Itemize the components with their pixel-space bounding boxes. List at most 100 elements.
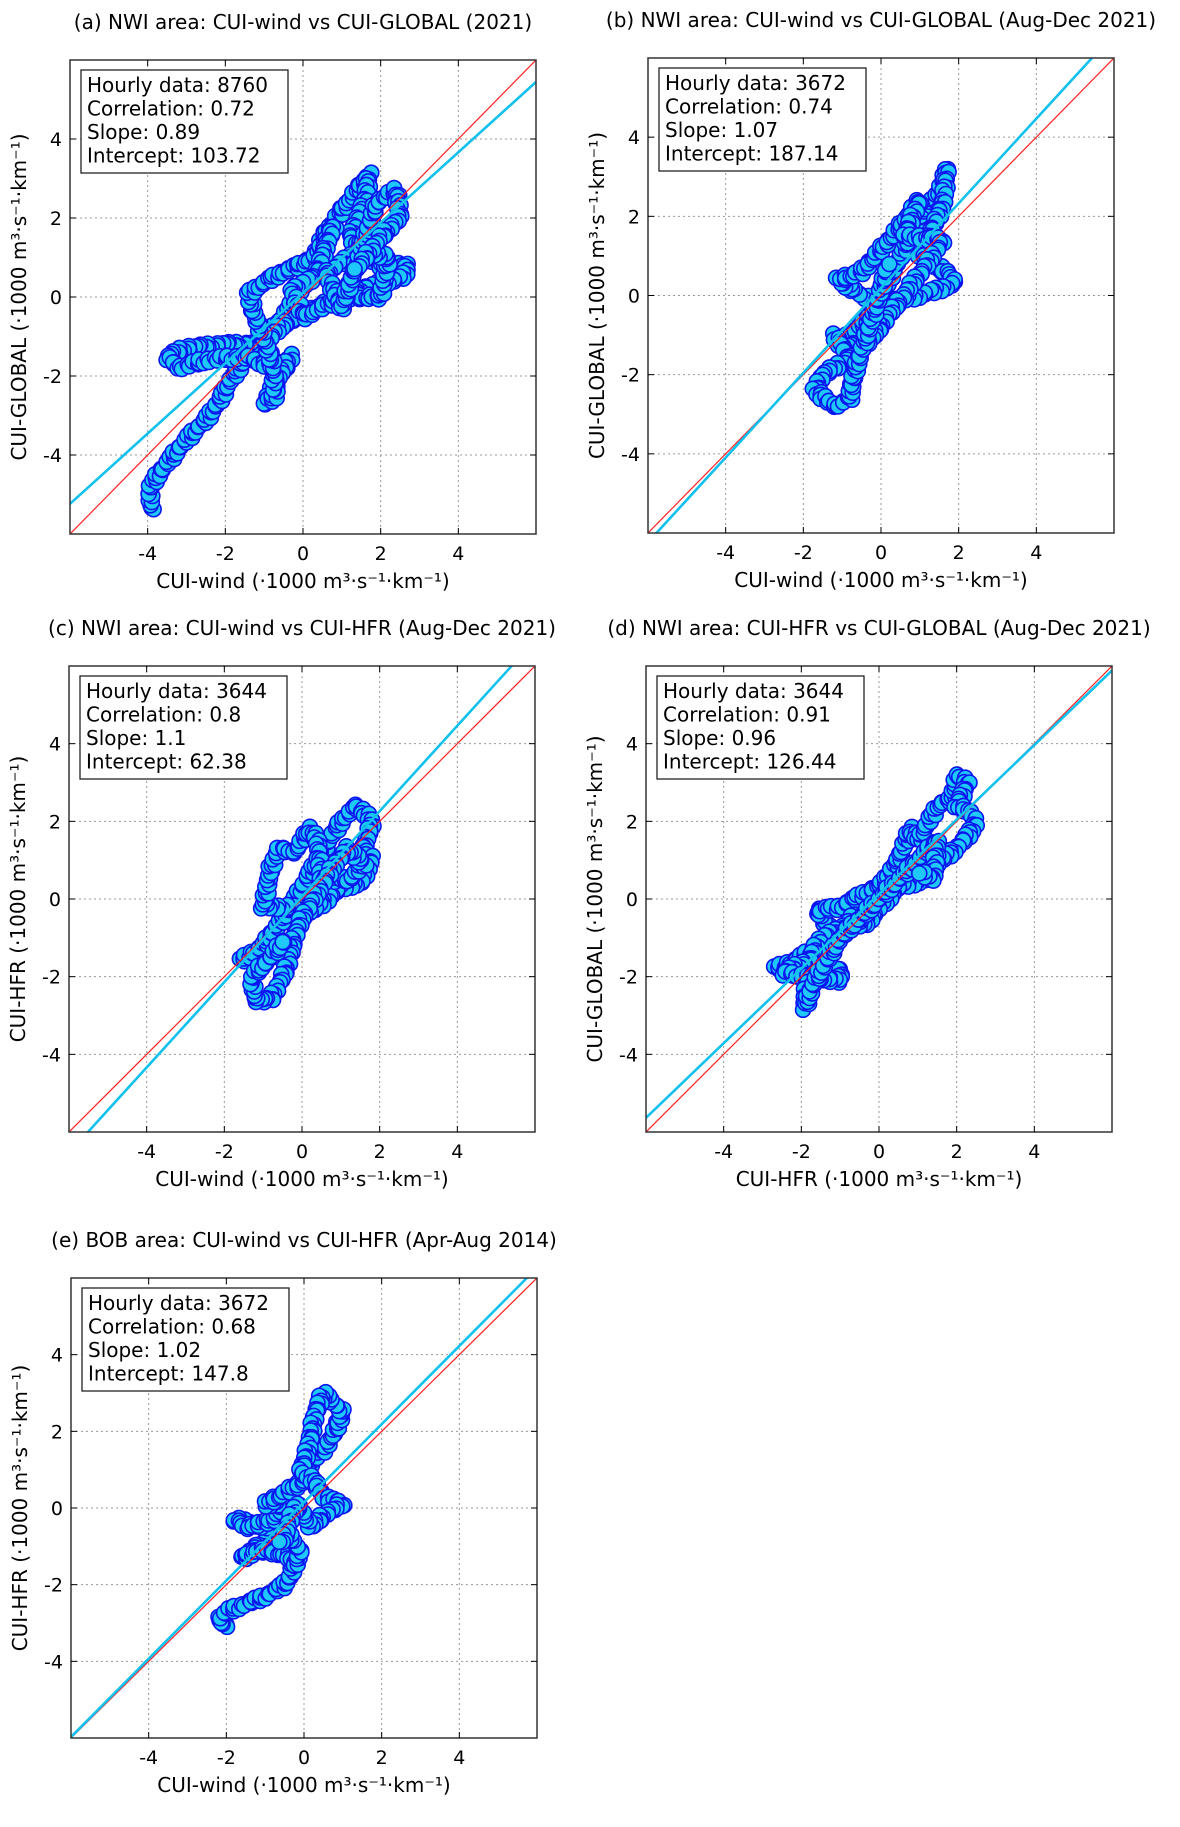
panel-a: (a) NWI area: CUI-wind vs CUI-GLOBAL (20…	[7, 10, 537, 593]
x-axis-label: CUI-wind (·1000 m³·s⁻¹·km⁻¹)	[157, 1773, 450, 1797]
scatter-point	[270, 1533, 288, 1551]
stats-line: Correlation: 0.91	[663, 703, 831, 727]
y-axis-label: CUI-HFR (·1000 m³·s⁻¹·km⁻¹)	[8, 1365, 32, 1652]
x-tick-label: 4	[452, 543, 464, 565]
x-tick-label: 0	[298, 1747, 310, 1769]
y-tick-label: -4	[42, 1044, 61, 1066]
plot-area	[69, 666, 535, 1132]
y-tick-label: -2	[43, 366, 62, 388]
x-tick-label: -2	[792, 1141, 811, 1163]
identity-line	[71, 1278, 537, 1738]
stats-line: Slope: 1.07	[665, 118, 778, 142]
y-tick-label: 2	[50, 208, 62, 230]
x-axis-label: CUI-wind (·1000 m³·s⁻¹·km⁻¹)	[156, 569, 449, 593]
x-tick-label: -4	[137, 1141, 156, 1163]
scatter-point	[274, 933, 292, 951]
scatter-point	[881, 255, 898, 273]
stats-box	[656, 675, 865, 780]
y-tick-label: 4	[51, 1345, 63, 1367]
x-axis-label: CUI-wind (·1000 m³·s⁻¹·km⁻¹)	[734, 568, 1027, 592]
x-tick-label: 0	[873, 1141, 885, 1163]
regression-line	[86, 666, 514, 1132]
panel-title: (c) NWI area: CUI-wind vs CUI-HFR (Aug-D…	[48, 616, 556, 640]
stats-line: Intercept: 147.8	[88, 1362, 249, 1386]
panel-d: (d) NWI area: CUI-HFR vs CUI-GLOBAL (Aug…	[583, 616, 1151, 1191]
x-tick-label: -2	[215, 1141, 234, 1163]
y-tick-label: 0	[50, 287, 62, 309]
y-tick-label: -2	[44, 1575, 63, 1597]
y-tick-label: 0	[628, 286, 640, 308]
y-tick-label: 0	[49, 889, 61, 911]
x-tick-label: 4	[453, 1747, 465, 1769]
y-axis-label: CUI-GLOBAL (·1000 m³·s⁻¹·km⁻¹)	[585, 132, 609, 459]
y-tick-label: -4	[621, 444, 640, 466]
panel-title: (a) NWI area: CUI-wind vs CUI-GLOBAL (20…	[74, 10, 532, 34]
x-tick-label: 2	[951, 1141, 963, 1163]
y-tick-label: -4	[44, 1651, 63, 1673]
stats-line: Hourly data: 3644	[663, 679, 844, 703]
x-tick-label: 2	[376, 1747, 388, 1769]
stats-line: Slope: 1.1	[86, 726, 186, 750]
regression-line	[646, 669, 1112, 1119]
y-tick-label: 2	[49, 811, 61, 833]
y-tick-label: 4	[50, 129, 62, 151]
y-tick-label: -4	[619, 1044, 638, 1066]
x-tick-label: -4	[138, 543, 157, 565]
panel-title: (e) BOB area: CUI-wind vs CUI-HFR (Apr-A…	[51, 1228, 557, 1252]
stats-line: Correlation: 0.74	[665, 95, 833, 119]
x-tick-label: 4	[1028, 1141, 1040, 1163]
stats-line: Intercept: 187.14	[665, 142, 838, 166]
scatter-point	[346, 260, 363, 278]
panel-b: (b) NWI area: CUI-wind vs CUI-GLOBAL (Au…	[585, 8, 1156, 592]
x-tick-label: 0	[296, 1141, 308, 1163]
panel-title: (d) NWI area: CUI-HFR vs CUI-GLOBAL (Aug…	[607, 616, 1150, 640]
y-tick-label: 4	[628, 127, 640, 149]
regression-line	[70, 81, 536, 505]
identity-line	[648, 58, 1114, 533]
panel-c: (c) NWI area: CUI-wind vs CUI-HFR (Aug-D…	[6, 616, 556, 1191]
plot-area	[71, 1278, 537, 1738]
stats-box	[81, 1287, 290, 1392]
y-tick-label: 2	[628, 206, 640, 228]
stats-line: Slope: 1.02	[88, 1338, 201, 1362]
stats-box	[658, 67, 867, 172]
x-tick-label: 2	[375, 543, 387, 565]
y-tick-label: 4	[626, 734, 638, 756]
stats-line: Hourly data: 8760	[87, 73, 268, 97]
stats-line: Hourly data: 3672	[88, 1291, 269, 1315]
stats-line: Hourly data: 3672	[665, 71, 846, 95]
identity-line	[69, 666, 535, 1132]
x-tick-label: 2	[953, 542, 965, 564]
x-tick-label: -2	[794, 542, 813, 564]
plot-area	[646, 666, 1112, 1132]
x-tick-label: 0	[875, 542, 887, 564]
regression-line	[71, 1278, 529, 1738]
x-tick-label: 2	[374, 1141, 386, 1163]
y-tick-label: 0	[51, 1498, 63, 1520]
x-axis-label: CUI-wind (·1000 m³·s⁻¹·km⁻¹)	[155, 1167, 448, 1191]
y-axis-label: CUI-GLOBAL (·1000 m³·s⁻¹·km⁻¹)	[583, 735, 607, 1062]
y-tick-label: 2	[626, 811, 638, 833]
regression-line	[654, 58, 1094, 533]
identity-line	[70, 60, 536, 534]
y-tick-label: -2	[619, 967, 638, 989]
stats-line: Hourly data: 3644	[86, 679, 267, 703]
x-tick-label: -4	[714, 1141, 733, 1163]
stats-line: Slope: 0.96	[663, 726, 776, 750]
y-tick-label: 4	[49, 734, 61, 756]
stats-line: Intercept: 103.72	[87, 144, 260, 168]
stats-line: Correlation: 0.8	[86, 703, 241, 727]
x-tick-label: 4	[1030, 542, 1042, 564]
plot-area	[70, 60, 536, 534]
panel-title: (b) NWI area: CUI-wind vs CUI-GLOBAL (Au…	[606, 8, 1156, 32]
y-tick-label: 0	[626, 889, 638, 911]
scatter-point	[910, 865, 928, 882]
x-tick-label: 4	[451, 1141, 463, 1163]
y-tick-label: -2	[42, 967, 61, 989]
y-tick-label: -2	[621, 365, 640, 387]
x-tick-label: 0	[297, 543, 309, 565]
panel-e: (e) BOB area: CUI-wind vs CUI-HFR (Apr-A…	[8, 1228, 557, 1797]
y-axis-label: CUI-HFR (·1000 m³·s⁻¹·km⁻¹)	[6, 756, 30, 1043]
y-tick-label: -4	[43, 445, 62, 467]
